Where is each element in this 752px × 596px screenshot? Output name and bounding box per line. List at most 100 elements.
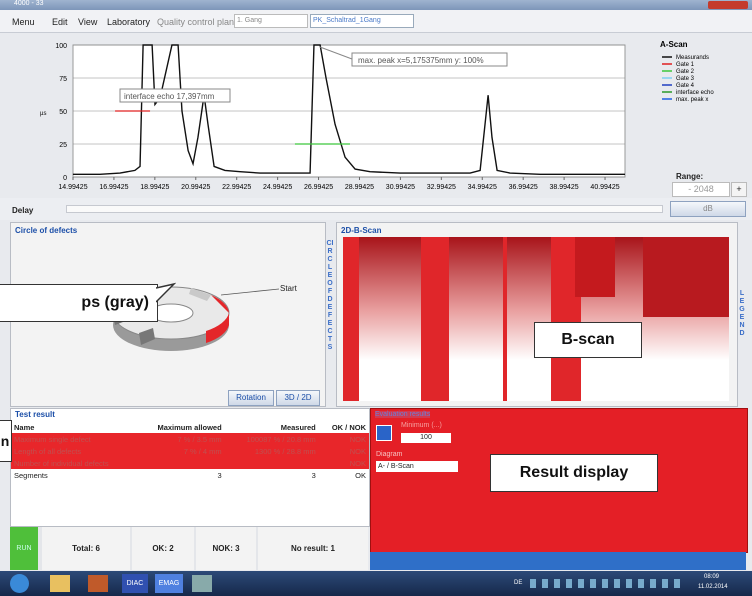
status-nok: NOK: 3 [196,527,256,570]
min-label: Minimum (...) [401,422,442,429]
cell: Number of individual defects [11,457,137,469]
legend-label: Measurands [676,55,709,61]
annotation: interface echo 17,397mm [124,92,215,101]
bscan-panel: 2D-B-Scan [336,222,738,407]
legend-label: max. peak x [676,97,708,103]
column-header: Name [11,421,137,433]
x-tick-label: 18.99425 [140,184,169,191]
y-tick-label: 50 [59,109,67,116]
status-no-result: No result: 1 [258,527,368,570]
vertical-label: LEGEND [738,290,746,338]
status-row: RUN Total: 6 OK: 2 NOK: 3 No result: 1 [10,527,368,570]
clock-time: 08:09 [704,574,719,580]
rotation-button[interactable]: Rotation [228,390,274,406]
test-result-panel: Test result NameMaximum allowedMeasuredO… [10,408,370,527]
cell: NOK [319,433,369,445]
menu-item[interactable]: View [78,17,97,27]
legend-label: Gate 1 [676,62,695,68]
y-tick-label: 75 [59,76,67,83]
column-header: OK / NOK [319,421,369,433]
callout: n [0,420,12,462]
menu-item[interactable]: Menu [12,17,35,27]
start-label: Start [280,284,297,293]
db-button[interactable]: dB [670,201,746,217]
clock-date: 11.02.2014 [698,584,728,590]
taskbar-app[interactable]: DIAC [122,574,148,593]
legend-label: Gate 3 [676,76,695,82]
cell [137,457,225,469]
x-tick-label: 36.99425 [509,184,538,191]
min-input[interactable]: 100 [401,433,451,443]
tray-icons [530,579,680,588]
taskbar: DIAC EMAG DE 08:09 11.02.2014 [0,571,752,596]
cell: OK [319,469,369,481]
x-tick-label: 30.99425 [386,184,415,191]
taskbar-icon[interactable] [50,575,70,592]
qc-select[interactable]: 1. Gang [234,14,308,28]
y-tick-label: 100 [55,43,67,50]
column-header: Maximum allowed [137,421,225,433]
legend-label: Gate 4 [676,83,695,89]
delay-label: Delay [12,206,33,215]
panel-title: Circle of defects [15,226,77,235]
y-axis-label: µs [40,111,46,117]
x-tick-label: 34.99425 [468,184,497,191]
y-tick-label: 25 [59,142,67,149]
taskbar-icon[interactable] [192,575,212,592]
progress-bar [370,552,746,570]
toggle-button[interactable]: 3D / 2D [276,390,320,406]
qc-label: Quality control plan: [157,17,237,27]
window-controls[interactable] [708,1,748,9]
diagram-select[interactable]: A- / B-Scan [376,461,458,472]
vertical-label: CIRCLE OF DEFECTS [326,240,334,352]
legend-label: interface echo [676,90,714,96]
x-tick-label: 24.99425 [263,184,292,191]
y-tick-label: 0 [63,175,67,182]
cell: Segments [11,469,137,481]
range-plus[interactable]: + [731,182,747,197]
cell: 7 % / 4 mm [137,445,225,457]
taskbar-icon[interactable] [88,575,108,592]
status-ok: OK: 2 [132,527,194,570]
annotation: max. peak x=5,175375mm y: 100% [358,56,484,65]
x-tick-label: 28.99425 [345,184,374,191]
panel-title: 2D-B-Scan [341,226,381,235]
callout: Result display [490,454,658,492]
range-input[interactable]: - 2048 [672,182,730,197]
start-button[interactable] [10,574,29,593]
menu-bar: Menu Edit View Laboratory Quality contro… [0,10,752,33]
language[interactable]: DE [514,580,522,586]
status-state: RUN [10,527,38,570]
cell: 1300 % / 28.8 mm [225,445,319,457]
callout: B-scan [534,322,642,358]
taskbar-app[interactable]: EMAG [155,574,183,593]
delay-slider[interactable] [66,205,663,213]
column-header: Measured [225,421,319,433]
x-tick-label: 32.99425 [427,184,456,191]
legend-label: Gate 2 [676,69,695,75]
cell: Length of all defects [11,445,137,457]
delay-bar: Delay dB [0,198,752,220]
cell: 100087 % / 20.8 mm [225,433,319,445]
x-tick-label: 40.99425 [590,184,619,191]
callout-pointer [156,282,176,308]
x-tick-label: 38.99425 [550,184,579,191]
menu-item[interactable]: Laboratory [107,17,150,27]
x-tick-label: 14.99425 [58,184,87,191]
panel-title: Test result [15,410,55,419]
play-button[interactable] [376,425,392,441]
qc-plan[interactable]: PK_Schaltrad_1Gang [310,14,414,28]
app-window: 4000 - 33 Menu Edit View Laboratory Qual… [0,0,752,596]
b-scan-image [343,237,729,401]
cell: 7 % / 3.5 mm [137,433,225,445]
x-tick-label: 22.99425 [222,184,251,191]
callout: ps (gray) [0,284,158,322]
menu-item[interactable]: Edit [52,17,68,27]
cell: NOK [319,445,369,457]
